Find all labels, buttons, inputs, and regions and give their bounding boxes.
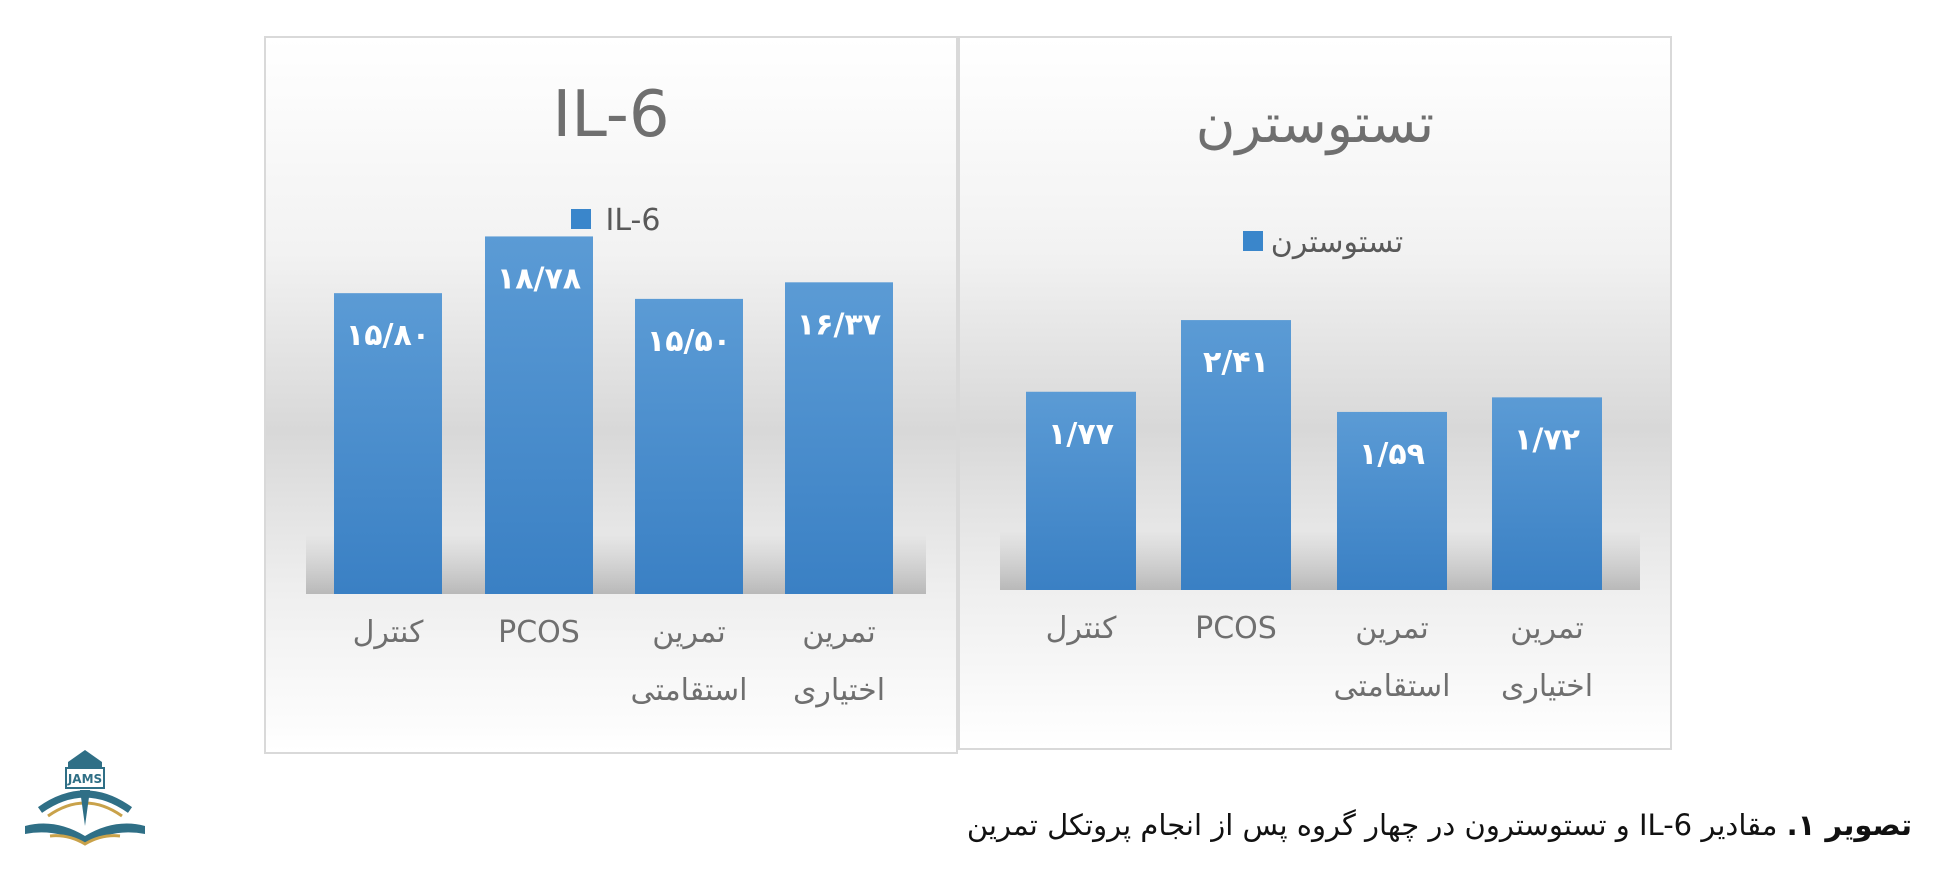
chart-title: IL-6 — [552, 78, 669, 152]
category-label: اختیاری — [793, 673, 885, 708]
chart-title: تستوسترن — [1196, 92, 1434, 155]
caption-prefix: تصویر ۱. — [1786, 808, 1912, 842]
data-label: ۱۵/۵۰ — [647, 324, 731, 359]
testosterone-chart: تستوسترن تستوسترن ۱/۷۷ کنترل ۲/۴۱ PCOS ۱/۵۹ تمر… — [958, 36, 1672, 750]
bar — [635, 298, 743, 594]
category-label: کنترل — [1046, 611, 1117, 646]
data-label: ۱۶/۳۷ — [797, 307, 881, 342]
category-label: کنترل — [353, 615, 424, 650]
category-label: استقامتی — [1334, 669, 1451, 704]
legend-swatch — [571, 209, 591, 229]
il6-chart: IL-6 IL-6 ۱۵/۸۰ کنترل ۱۸/۷۸ PCOS ۱۵/۵۰ تمرین است… — [264, 36, 958, 754]
bar — [334, 293, 442, 594]
legend: IL-6 — [571, 203, 660, 238]
bar — [785, 282, 893, 594]
caption-text: مقادیر IL-6 و تستوسترون در چهار گروه پس … — [966, 808, 1778, 842]
category-label: تمرین — [1355, 611, 1428, 646]
data-label: ۱۸/۷۸ — [497, 261, 581, 296]
bar — [485, 236, 593, 594]
data-label: ۱/۵۹ — [1359, 437, 1425, 472]
data-label: ۱/۷۷ — [1048, 417, 1114, 452]
data-label: ۱/۷۲ — [1514, 422, 1580, 457]
bar — [1026, 391, 1136, 590]
journal-logo-icon: JAMS — [20, 748, 150, 852]
logo-text: JAMS — [67, 772, 102, 786]
category-label: تمرین — [652, 615, 725, 650]
category-label: استقامتی — [631, 673, 748, 708]
category-label: اختیاری — [1501, 669, 1593, 704]
bar — [1181, 320, 1291, 590]
legend-label: IL-6 — [606, 203, 661, 238]
chart-svg: تستوسترن تستوسترن ۱/۷۷ کنترل ۲/۴۱ PCOS ۱/۵۹ تمر… — [1000, 92, 1640, 704]
data-label: ۱۵/۸۰ — [346, 318, 430, 353]
figure-caption: تصویر ۱. مقادیر IL-6 و تستوسترون در چهار… — [967, 808, 1912, 842]
bar — [1492, 397, 1602, 590]
category-label: PCOS — [1195, 611, 1277, 646]
legend-swatch — [1243, 231, 1263, 251]
category-label: PCOS — [498, 615, 580, 650]
data-label: ۲/۴۱ — [1203, 345, 1269, 380]
legend-label: تستوسترن — [1271, 225, 1403, 260]
chart-svg: IL-6 IL-6 ۱۵/۸۰ کنترل ۱۸/۷۸ PCOS ۱۵/۵۰ تمرین است… — [306, 78, 926, 708]
bar — [1337, 411, 1447, 590]
legend: تستوسترن — [1243, 225, 1403, 260]
category-label: تمرین — [802, 615, 875, 650]
category-label: تمرین — [1510, 611, 1583, 646]
